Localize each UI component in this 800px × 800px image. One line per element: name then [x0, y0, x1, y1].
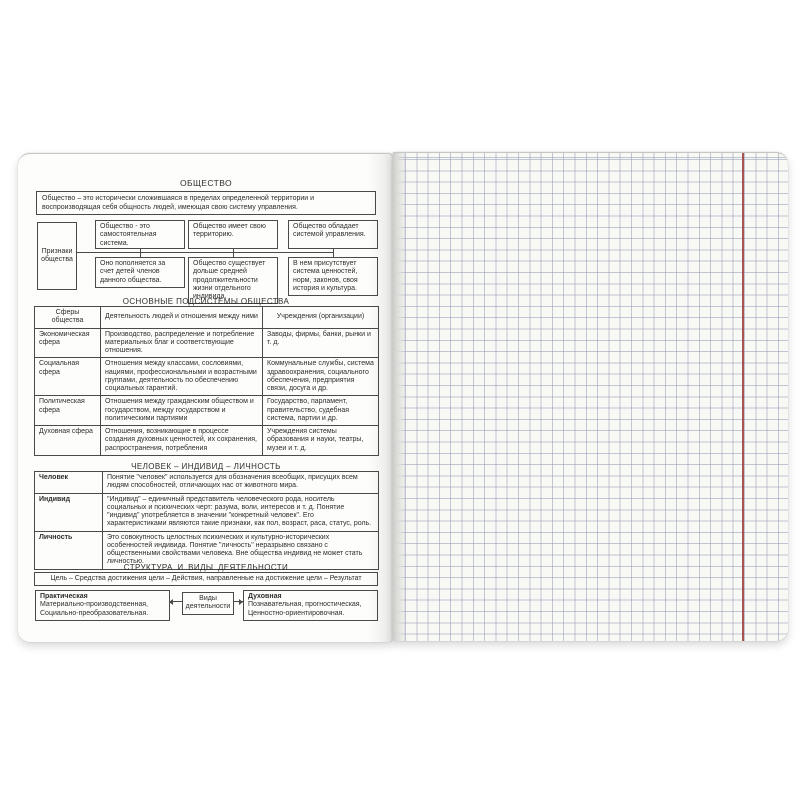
cell-term: Человек [34, 471, 103, 494]
table-row: Духовная сфера Отношения, возникающие в … [34, 425, 379, 456]
society-signs-flowchart: Признаки общества Общество - это самосто… [35, 220, 379, 305]
cell-activity: Отношения, возникающие в процессе создан… [100, 425, 263, 456]
table-row: Личность Это совокупность целостных псих… [34, 530, 379, 570]
left-arrow-icon [169, 598, 173, 605]
sign-box: Общество обладает системой управления. [288, 220, 378, 249]
person-table: Человек Понятие "человек" используется д… [34, 471, 379, 570]
table-header-row: Сферы общества Деятельность людей и отно… [34, 306, 379, 329]
table-row: Экономическая сфера Производство, распре… [34, 327, 379, 359]
page-title: ОБЩЕСТВО [179, 178, 233, 188]
cell-term: Личность [34, 530, 103, 570]
sign-box: Общество имеет свою территорию. [188, 220, 278, 249]
person-title: ЧЕЛОВЕК – ИНДИВИД – ЛИЧНОСТЬ [131, 462, 281, 471]
spiritual-term: Духовная [248, 593, 282, 600]
left-page: ОБЩЕСТВО Общество – это исторически слож… [18, 153, 392, 642]
sign-box: Оно пополняется за счет детей членов дан… [95, 257, 185, 288]
spiritual-text: Познавательная, прогностическая, Ценност… [248, 601, 362, 617]
cell-activity: Отношения между гражданским обществом и … [100, 395, 263, 426]
spine-shadow [392, 153, 408, 641]
table-row: Социальная сфера Отношения между классам… [34, 357, 379, 397]
table-row: Индивид "Индивид" – единичный представит… [34, 492, 379, 532]
activity-title: СТРУКТУРА И ВИДЫ ДЕЯТЕЛЬНОСТИ [123, 563, 289, 572]
society-definition-box: Общество – это исторически сложившаяся в… [36, 191, 376, 216]
cell-institutions: Учреждения системы образования и науки, … [262, 425, 379, 456]
signs-label-box: Признаки общества [37, 222, 77, 290]
connector-line [77, 252, 333, 253]
cell-sphere: Политическая сфера [34, 395, 101, 426]
cell-institutions: Заводы, фирмы, банки, рынки и т. д. [262, 327, 379, 359]
activity-types-flowchart: Практическая Материально-производственна… [35, 590, 379, 622]
cell-text: Это совокупность целостных психических и… [102, 530, 379, 570]
header-activity: Деятельность людей и отношения между ним… [100, 306, 263, 329]
cell-activity: Отношения между классами, сословиями, на… [100, 357, 263, 397]
cell-institutions: Коммунальные службы, система здравоохран… [262, 357, 379, 397]
connector-tick [332, 248, 334, 258]
cell-sphere: Духовная сфера [34, 425, 101, 456]
right-arrow-icon [239, 598, 243, 605]
connector-line [171, 601, 182, 602]
header-sphere: Сферы общества [34, 306, 101, 329]
header-institutions: Учреждения (организации) [262, 306, 379, 329]
practical-text: Материально-производственная, Социально-… [40, 601, 149, 617]
cell-sphere: Экономическая сфера [34, 327, 101, 359]
subsystems-table: Сферы общества Деятельность людей и отно… [34, 306, 379, 456]
sign-box: В нем присутствует система ценностей, но… [288, 257, 378, 296]
sign-box: Общество - это самостоятельная система. [95, 220, 185, 249]
spiritual-box: Духовная Познавательная, прогностическая… [243, 590, 378, 622]
activity-types-label-box: Виды деятельности [182, 592, 234, 615]
activity-chain-box: Цель – Средства достижения цели – Действ… [34, 572, 378, 587]
cell-term: Индивид [34, 492, 103, 532]
practical-term: Практическая [40, 593, 88, 600]
cell-text: Понятие "человек" используется для обозн… [102, 471, 379, 494]
red-margin-line [742, 153, 744, 641]
subsystems-title: ОСНОВНЫЕ ПОДСИСТЕМЫ ОБЩЕСТВА [122, 297, 290, 306]
cell-activity: Производство, распределение и потреблени… [100, 327, 263, 359]
cell-text: "Индивид" – единичный представитель чело… [102, 492, 379, 532]
table-row: Человек Понятие "человек" используется д… [34, 471, 379, 494]
table-row: Политическая сфера Отношения между гражд… [34, 395, 379, 426]
practical-box: Практическая Материально-производственна… [35, 590, 170, 622]
connector-tick [139, 248, 141, 258]
right-page-grid-paper [392, 152, 788, 641]
connector-line [234, 601, 243, 602]
cell-sphere: Социальная сфера [34, 357, 101, 397]
cell-institutions: Государство, парламент, правительство, с… [262, 395, 379, 426]
connector-tick [232, 248, 234, 258]
